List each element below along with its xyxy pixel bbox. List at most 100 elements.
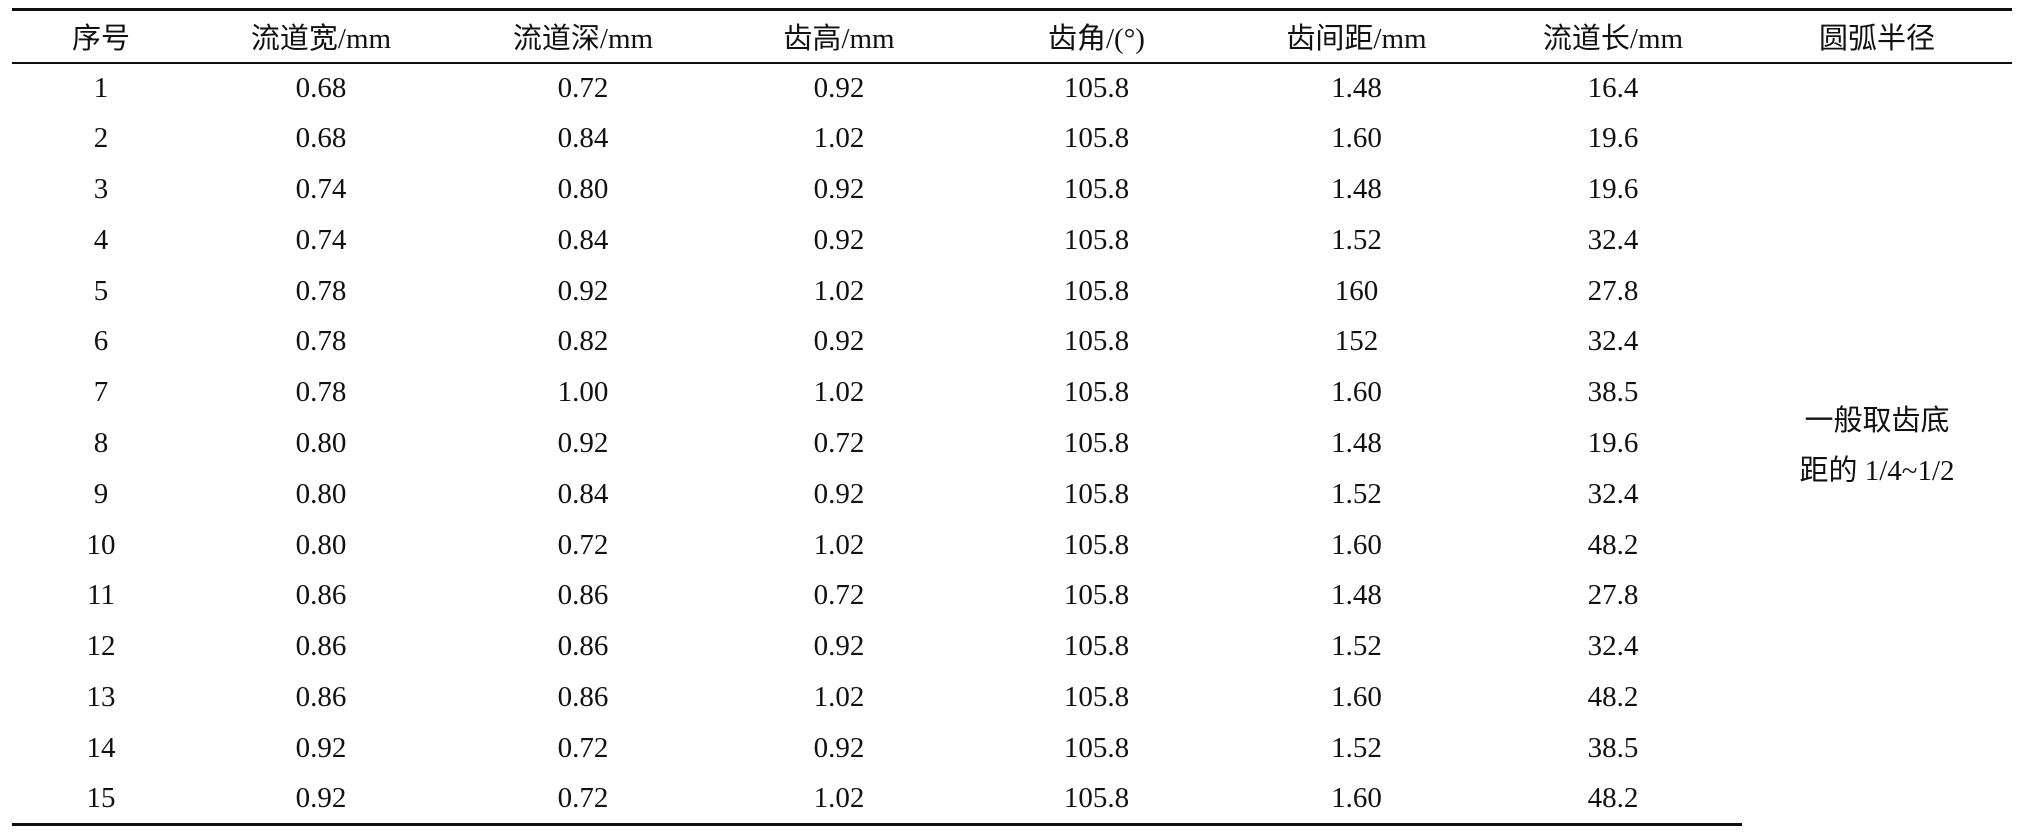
cell-index: 8 xyxy=(93,426,109,459)
cell-tooth-spacing: 1.52 xyxy=(1331,223,1382,256)
cell-channel-length: 16.4 xyxy=(1587,71,1639,104)
header-tooth-angle: 齿角/(°) xyxy=(964,8,1229,64)
cell-channel-depth: 0.84 xyxy=(557,223,609,256)
cell-index: 12 xyxy=(86,630,116,663)
header-channel-width: 流道宽/mm xyxy=(190,8,452,64)
cell-channel-width: 0.78 xyxy=(295,376,347,409)
cell-channel-length: 48.2 xyxy=(1587,528,1639,561)
header-arc-radius: 圆弧半径 xyxy=(1742,8,2012,64)
table-row: 10 0.80 0.72 1.02 105.8 1.60 48.2 xyxy=(12,520,2012,571)
cell-channel-depth: 0.72 xyxy=(557,71,609,104)
cell-channel-length: 38.5 xyxy=(1587,731,1639,764)
cell-tooth-spacing: 1.52 xyxy=(1331,477,1382,510)
cell-index: 13 xyxy=(86,680,116,713)
table-row: 12 0.86 0.86 0.92 105.8 1.52 32.4 xyxy=(12,621,2012,672)
table-row: 7 0.78 1.00 1.02 105.8 1.60 38.5 xyxy=(12,367,2012,418)
cell-tooth-height: 0.92 xyxy=(813,731,865,764)
cell-tooth-spacing: 1.60 xyxy=(1229,773,1484,826)
table-row: 8 0.80 0.92 0.72 105.8 1.48 19.6 xyxy=(12,418,2012,469)
cell-channel-length: 38.5 xyxy=(1587,376,1639,409)
cell-channel-depth: 0.80 xyxy=(557,172,609,205)
cell-channel-width: 0.86 xyxy=(295,579,347,612)
cell-tooth-angle: 105.8 xyxy=(1063,376,1130,409)
cell-tooth-spacing: 152 xyxy=(1334,325,1379,358)
cell-channel-width: 0.78 xyxy=(295,274,347,307)
table-row: 13 0.86 0.86 1.02 105.8 1.60 48.2 xyxy=(12,672,2012,723)
cell-index: 1 xyxy=(93,71,109,104)
cell-tooth-angle: 105.8 xyxy=(1063,528,1130,561)
cell-tooth-spacing: 1.60 xyxy=(1331,376,1382,409)
cell-tooth-angle: 105.8 xyxy=(1063,579,1130,612)
cell-channel-length: 32.4 xyxy=(1587,223,1639,256)
cell-tooth-height: 1.02 xyxy=(813,680,865,713)
cell-tooth-height: 0.72 xyxy=(813,579,865,612)
cell-index: 14 xyxy=(86,731,116,764)
cell-channel-depth: 0.72 xyxy=(452,773,714,826)
header-tooth-spacing: 齿间距/mm xyxy=(1229,8,1484,64)
cell-channel-width: 0.80 xyxy=(295,477,347,510)
cell-tooth-angle: 105.8 xyxy=(1063,630,1130,663)
cell-tooth-spacing: 1.48 xyxy=(1331,71,1382,104)
cell-channel-width: 0.80 xyxy=(295,528,347,561)
cell-channel-width: 0.80 xyxy=(295,426,347,459)
cell-tooth-spacing: 1.48 xyxy=(1331,172,1382,205)
cell-channel-width: 0.92 xyxy=(190,773,452,826)
cell-tooth-height: 1.02 xyxy=(714,773,964,826)
cell-tooth-angle: 105.8 xyxy=(1063,274,1130,307)
cell-channel-width: 0.68 xyxy=(295,122,347,155)
cell-index: 15 xyxy=(12,773,190,826)
cell-channel-length: 32.4 xyxy=(1587,477,1639,510)
cell-tooth-spacing: 1.60 xyxy=(1331,528,1382,561)
cell-index: 3 xyxy=(93,172,109,205)
cell-tooth-height: 1.02 xyxy=(813,376,865,409)
cell-tooth-angle: 105.8 xyxy=(1063,731,1130,764)
cell-tooth-height: 0.92 xyxy=(813,71,865,104)
cell-channel-depth: 0.92 xyxy=(557,274,609,307)
table-row: 5 0.78 0.92 1.02 105.8 160 27.8 xyxy=(12,266,2012,317)
cell-index: 5 xyxy=(93,274,109,307)
cell-channel-length: 19.6 xyxy=(1587,122,1639,155)
header-tooth-height: 齿高/mm xyxy=(714,8,964,64)
cell-channel-length: 27.8 xyxy=(1587,274,1639,307)
cell-tooth-height: 0.92 xyxy=(813,325,865,358)
cell-channel-length: 32.4 xyxy=(1587,630,1639,663)
cell-tooth-spacing: 1.60 xyxy=(1331,122,1382,155)
cell-index: 10 xyxy=(86,528,116,561)
table-row: 14 0.92 0.72 0.92 105.8 1.52 38.5 xyxy=(12,723,2012,774)
cell-channel-width: 0.78 xyxy=(295,325,347,358)
cell-channel-length: 48.2 xyxy=(1484,773,1742,826)
arc-radius-note-line-1: 一般取齿底 xyxy=(1804,404,1950,437)
cell-index: 7 xyxy=(93,376,109,409)
cell-tooth-height: 0.92 xyxy=(813,172,865,205)
table-body: 1 0.68 0.72 0.92 105.8 1.48 16.4 一般取齿底 距的 1/4~1/… xyxy=(12,63,2012,826)
cell-tooth-angle: 105.8 xyxy=(1063,223,1130,256)
table-row: 11 0.86 0.86 0.72 105.8 1.48 27.8 xyxy=(12,570,2012,621)
cell-index: 9 xyxy=(93,477,109,510)
cell-tooth-spacing: 1.60 xyxy=(1331,680,1382,713)
header-row: 序号 流道宽/mm 流道深/mm 齿高/mm 齿角/(°) 齿间距/mm 流道长… xyxy=(12,8,2012,64)
cell-channel-width: 0.74 xyxy=(295,223,347,256)
cell-tooth-angle: 105.8 xyxy=(1063,172,1130,205)
cell-tooth-spacing: 1.52 xyxy=(1331,630,1382,663)
cell-channel-length: 32.4 xyxy=(1587,325,1639,358)
cell-index: 6 xyxy=(93,325,109,358)
cell-index: 4 xyxy=(93,223,109,256)
cell-index: 11 xyxy=(87,579,115,612)
table-row: 1 0.68 0.72 0.92 105.8 1.48 16.4 一般取齿底 距的 1/4~1/… xyxy=(12,63,2012,487)
cell-arc-radius-note: 一般取齿底 距的 1/4~1/2 xyxy=(1742,63,2012,825)
cell-channel-depth: 0.72 xyxy=(557,528,609,561)
parameter-table-container: 序号 流道宽/mm 流道深/mm 齿高/mm 齿角/(°) 齿间距/mm 流道长… xyxy=(12,8,2012,826)
cell-channel-length: 48.2 xyxy=(1587,680,1639,713)
cell-tooth-height: 0.92 xyxy=(813,630,865,663)
cell-tooth-angle: 105.8 xyxy=(1063,426,1130,459)
cell-tooth-height: 1.02 xyxy=(813,122,865,155)
table-row: 6 0.78 0.82 0.92 105.8 152 32.4 xyxy=(12,316,2012,367)
table-row: 15 0.92 0.72 1.02 105.8 1.60 48.2 xyxy=(12,773,2012,826)
cell-tooth-angle: 105.8 xyxy=(964,773,1229,826)
cell-tooth-spacing: 1.48 xyxy=(1331,426,1382,459)
cell-channel-width: 0.68 xyxy=(295,71,347,104)
cell-tooth-angle: 105.8 xyxy=(1063,325,1130,358)
cell-tooth-angle: 105.8 xyxy=(1063,477,1130,510)
cell-tooth-height: 1.02 xyxy=(813,274,865,307)
cell-channel-length: 19.6 xyxy=(1587,172,1639,205)
